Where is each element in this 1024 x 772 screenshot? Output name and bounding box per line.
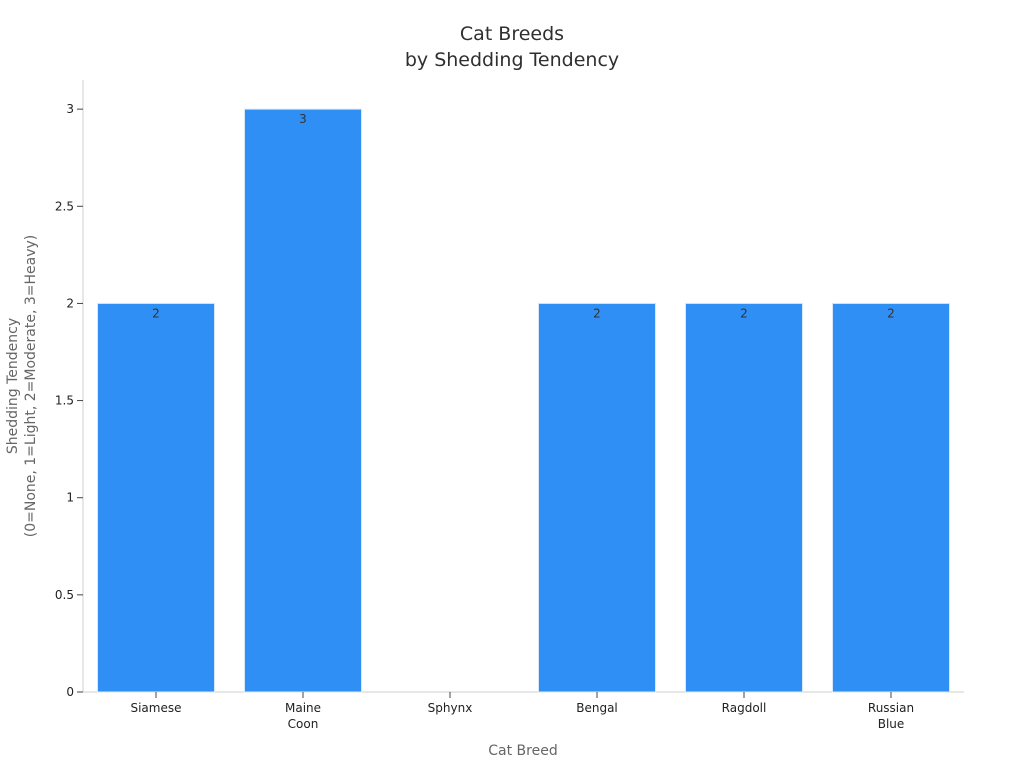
y-tick-label: 0.5 xyxy=(55,588,74,602)
x-tick-label: Sphynx xyxy=(428,701,473,715)
y-tick-label: 1.5 xyxy=(55,394,74,408)
x-tick-label: Russian xyxy=(868,701,914,715)
bar xyxy=(685,302,803,693)
y-axis-title: Shedding Tendency (0=None, 1=Light, 2=Mo… xyxy=(5,235,39,538)
bar xyxy=(97,302,215,693)
y-axis-title-line-1: Shedding Tendency xyxy=(5,318,21,454)
plot-area: 0 0.5 1 1.5 2 2.5 3 2 Siamese 3 Maine Coon Sphynx 2 Be… xyxy=(55,80,964,731)
bar-value-label: 2 xyxy=(887,306,895,320)
x-tick-label: Bengal xyxy=(576,701,618,715)
y-axis-title-line-2: (0=None, 1=Light, 2=Moderate, 3=Heavy) xyxy=(23,235,39,538)
x-tick-label: Maine xyxy=(285,701,321,715)
x-axis-title: Cat Breed xyxy=(488,743,557,759)
bar-value-label: 2 xyxy=(593,306,601,320)
y-tick-label: 2 xyxy=(66,296,74,310)
y-tick-label: 0 xyxy=(66,685,74,699)
y-tick-label: 2.5 xyxy=(55,199,74,213)
x-tick-label: Blue xyxy=(878,717,905,731)
bar-value-label: 3 xyxy=(299,112,307,126)
x-tick-label: Ragdoll xyxy=(722,701,767,715)
bar xyxy=(538,302,656,693)
y-tick-label: 1 xyxy=(66,491,74,505)
bar-value-label: 2 xyxy=(740,306,748,320)
bar-value-label: 2 xyxy=(152,306,160,320)
x-tick-label: Siamese xyxy=(130,701,181,715)
chart-title-line-2: by Shedding Tendency xyxy=(405,49,619,71)
y-tick-label: 3 xyxy=(66,102,74,116)
x-tick-label: Coon xyxy=(288,717,319,731)
bar xyxy=(832,302,950,693)
bar xyxy=(244,108,362,693)
chart-title-line-1: Cat Breeds xyxy=(460,23,564,45)
